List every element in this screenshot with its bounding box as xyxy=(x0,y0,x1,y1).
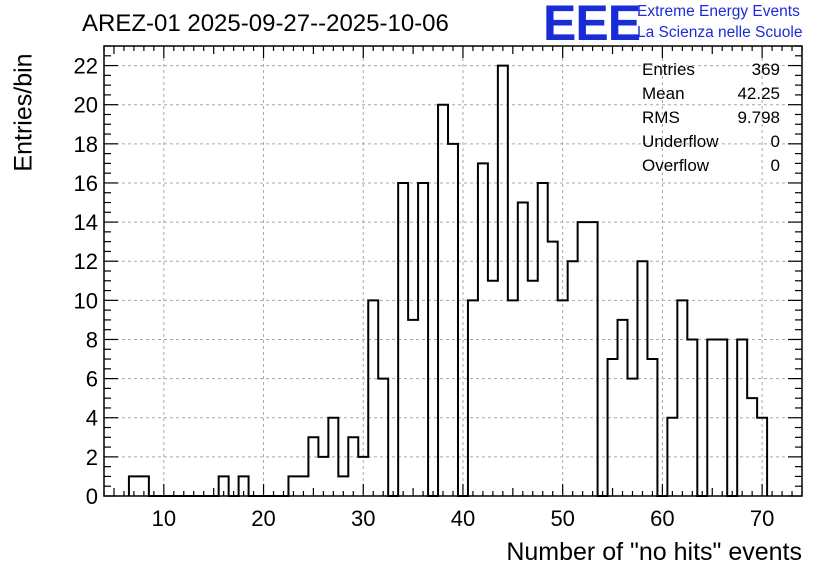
histogram-bin xyxy=(628,379,638,496)
histogram-bin xyxy=(318,457,328,496)
histogram-bin xyxy=(677,300,687,496)
histogram-bin xyxy=(478,163,488,496)
y-tick-label: 12 xyxy=(74,249,98,274)
histogram-bin xyxy=(747,398,757,496)
x-tick-label: 50 xyxy=(550,506,574,531)
y-tick-label: 6 xyxy=(86,367,98,392)
chart-title: AREZ-01 2025-09-27--2025-10-06 xyxy=(82,10,449,37)
stats-row-overflow: Overflow 0 xyxy=(642,156,780,180)
histogram-bin xyxy=(518,203,528,496)
axes: 10 20 30 40 50 60 70 0 2 4 6 8 10 12 14 16 18 20 22 xyxy=(74,45,803,531)
histogram-bin xyxy=(737,339,747,496)
stats-label: Overflow xyxy=(642,156,710,175)
stats-row-mean: Mean 42.25 xyxy=(642,84,780,108)
histogram-bin xyxy=(687,339,697,496)
histogram-bin xyxy=(368,300,378,496)
stats-value: 0 xyxy=(770,132,780,151)
stats-value: 0 xyxy=(770,156,780,175)
stats-row-underflow: Underflow 0 xyxy=(642,132,780,156)
stats-value: 369 xyxy=(751,60,780,79)
histogram-bin xyxy=(498,66,508,496)
histogram-bin xyxy=(588,222,598,496)
x-tick-label: 40 xyxy=(451,506,475,531)
x-tick-label: 20 xyxy=(251,506,275,531)
histogram-bin xyxy=(448,144,458,496)
histogram-bin xyxy=(528,281,538,496)
histogram-bin xyxy=(328,418,338,496)
x-tick-label: 60 xyxy=(650,506,674,531)
histogram-bin xyxy=(438,105,448,496)
logo-tagline-1: Extreme Energy Events xyxy=(637,3,800,20)
logo-mark: EEE xyxy=(543,0,641,51)
histogram-bin xyxy=(707,339,717,496)
x-tick-label: 70 xyxy=(750,506,774,531)
stats-box: Entries 369 Mean 42.25 RMS 9.798 Underfl… xyxy=(642,60,780,180)
histogram-bin xyxy=(548,242,558,496)
stats-label: Underflow xyxy=(642,132,719,151)
histogram-bin xyxy=(667,418,677,496)
histogram-bin xyxy=(398,183,408,496)
histogram-bin xyxy=(308,437,318,496)
histogram-bin xyxy=(348,437,358,496)
y-tick-label: 18 xyxy=(74,132,98,157)
histogram-bin xyxy=(418,183,428,496)
y-tick-label: 14 xyxy=(74,210,98,235)
histogram-bin xyxy=(558,300,568,496)
stats-row-rms: RMS 9.798 xyxy=(642,108,780,132)
logo-tagline-2: La Scienza nelle Scuole xyxy=(637,24,803,41)
histogram-bin xyxy=(468,300,478,496)
stats-value: 9.798 xyxy=(737,108,780,127)
y-tick-label: 10 xyxy=(74,288,98,313)
histogram-bin xyxy=(488,281,498,496)
y-tick-label: 0 xyxy=(86,484,98,509)
histogram-bin xyxy=(378,379,388,496)
histogram-bin xyxy=(717,339,727,496)
stats-label: Mean xyxy=(642,84,685,103)
histogram-bin xyxy=(618,320,628,496)
histogram-bin xyxy=(408,320,418,496)
y-tick-label: 16 xyxy=(74,171,98,196)
histogram-bin xyxy=(647,359,657,496)
y-tick-label: 20 xyxy=(74,93,98,118)
histogram-bin xyxy=(538,183,548,496)
stats-label: Entries xyxy=(642,60,695,79)
y-tick-label: 22 xyxy=(74,54,98,79)
y-tick-label: 4 xyxy=(86,406,98,431)
y-tick-label: 8 xyxy=(86,327,98,352)
stats-row-entries: Entries 369 xyxy=(642,60,780,84)
histogram-bin xyxy=(568,261,578,496)
x-tick-label: 30 xyxy=(351,506,375,531)
y-tick-label: 2 xyxy=(86,445,98,470)
histogram-bin xyxy=(608,359,618,496)
x-tick-label: 10 xyxy=(152,506,176,531)
histogram-bin xyxy=(578,222,588,496)
x-axis-label: Number of "no hits" events xyxy=(506,538,802,566)
stats-value: 42.25 xyxy=(737,84,780,103)
stats-label: RMS xyxy=(642,108,680,127)
histogram-bin xyxy=(637,261,647,496)
y-axis-label: Entries/bin xyxy=(9,53,38,172)
histogram-bin xyxy=(508,300,518,496)
eee-logo: EEE Extreme Energy Events La Scienza nel… xyxy=(543,0,836,51)
